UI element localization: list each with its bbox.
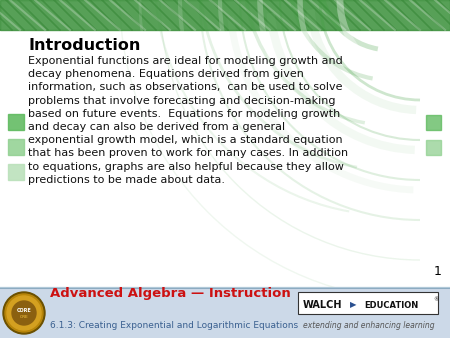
Text: ORE: ORE	[20, 315, 28, 319]
Bar	[8, 139, 24, 155]
Text: WALCH: WALCH	[303, 300, 342, 310]
Text: Advanced Algebra — Instruction: Advanced Algebra — Instruction	[50, 287, 291, 300]
Text: 6.1.3: Creating Exponential and Logarithmic Equations: 6.1.3: Creating Exponential and Logarith…	[50, 321, 298, 330]
Bar	[8, 164, 24, 180]
Text: ®: ®	[433, 297, 438, 302]
Circle shape	[12, 301, 36, 325]
Text: extending and enhancing learning: extending and enhancing learning	[303, 321, 435, 330]
Bar	[298, 292, 438, 314]
Bar	[426, 140, 441, 155]
Text: Exponential functions are ideal for modeling growth and
decay phenomena. Equatio: Exponential functions are ideal for mode…	[28, 56, 348, 185]
Text: 1: 1	[434, 265, 442, 278]
Circle shape	[5, 294, 43, 332]
Text: CORE: CORE	[17, 309, 32, 314]
Bar	[8, 114, 24, 130]
Bar	[0, 0, 450, 30]
Bar	[426, 115, 441, 130]
Text: Introduction: Introduction	[28, 38, 140, 53]
Circle shape	[7, 296, 41, 330]
Circle shape	[3, 292, 45, 334]
Bar	[0, 288, 450, 338]
Text: EDUCATION: EDUCATION	[364, 300, 418, 310]
Text: ▶: ▶	[350, 300, 356, 310]
